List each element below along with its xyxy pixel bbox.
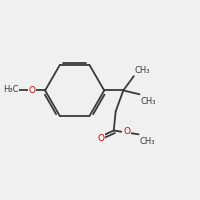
Text: CH₃: CH₃ <box>135 66 150 75</box>
Text: CH₃: CH₃ <box>140 97 156 106</box>
Text: CH₃: CH₃ <box>139 137 155 146</box>
Text: O: O <box>97 134 104 143</box>
Text: O: O <box>28 86 35 95</box>
Text: O: O <box>123 127 130 136</box>
Text: H₃C: H₃C <box>3 85 18 94</box>
